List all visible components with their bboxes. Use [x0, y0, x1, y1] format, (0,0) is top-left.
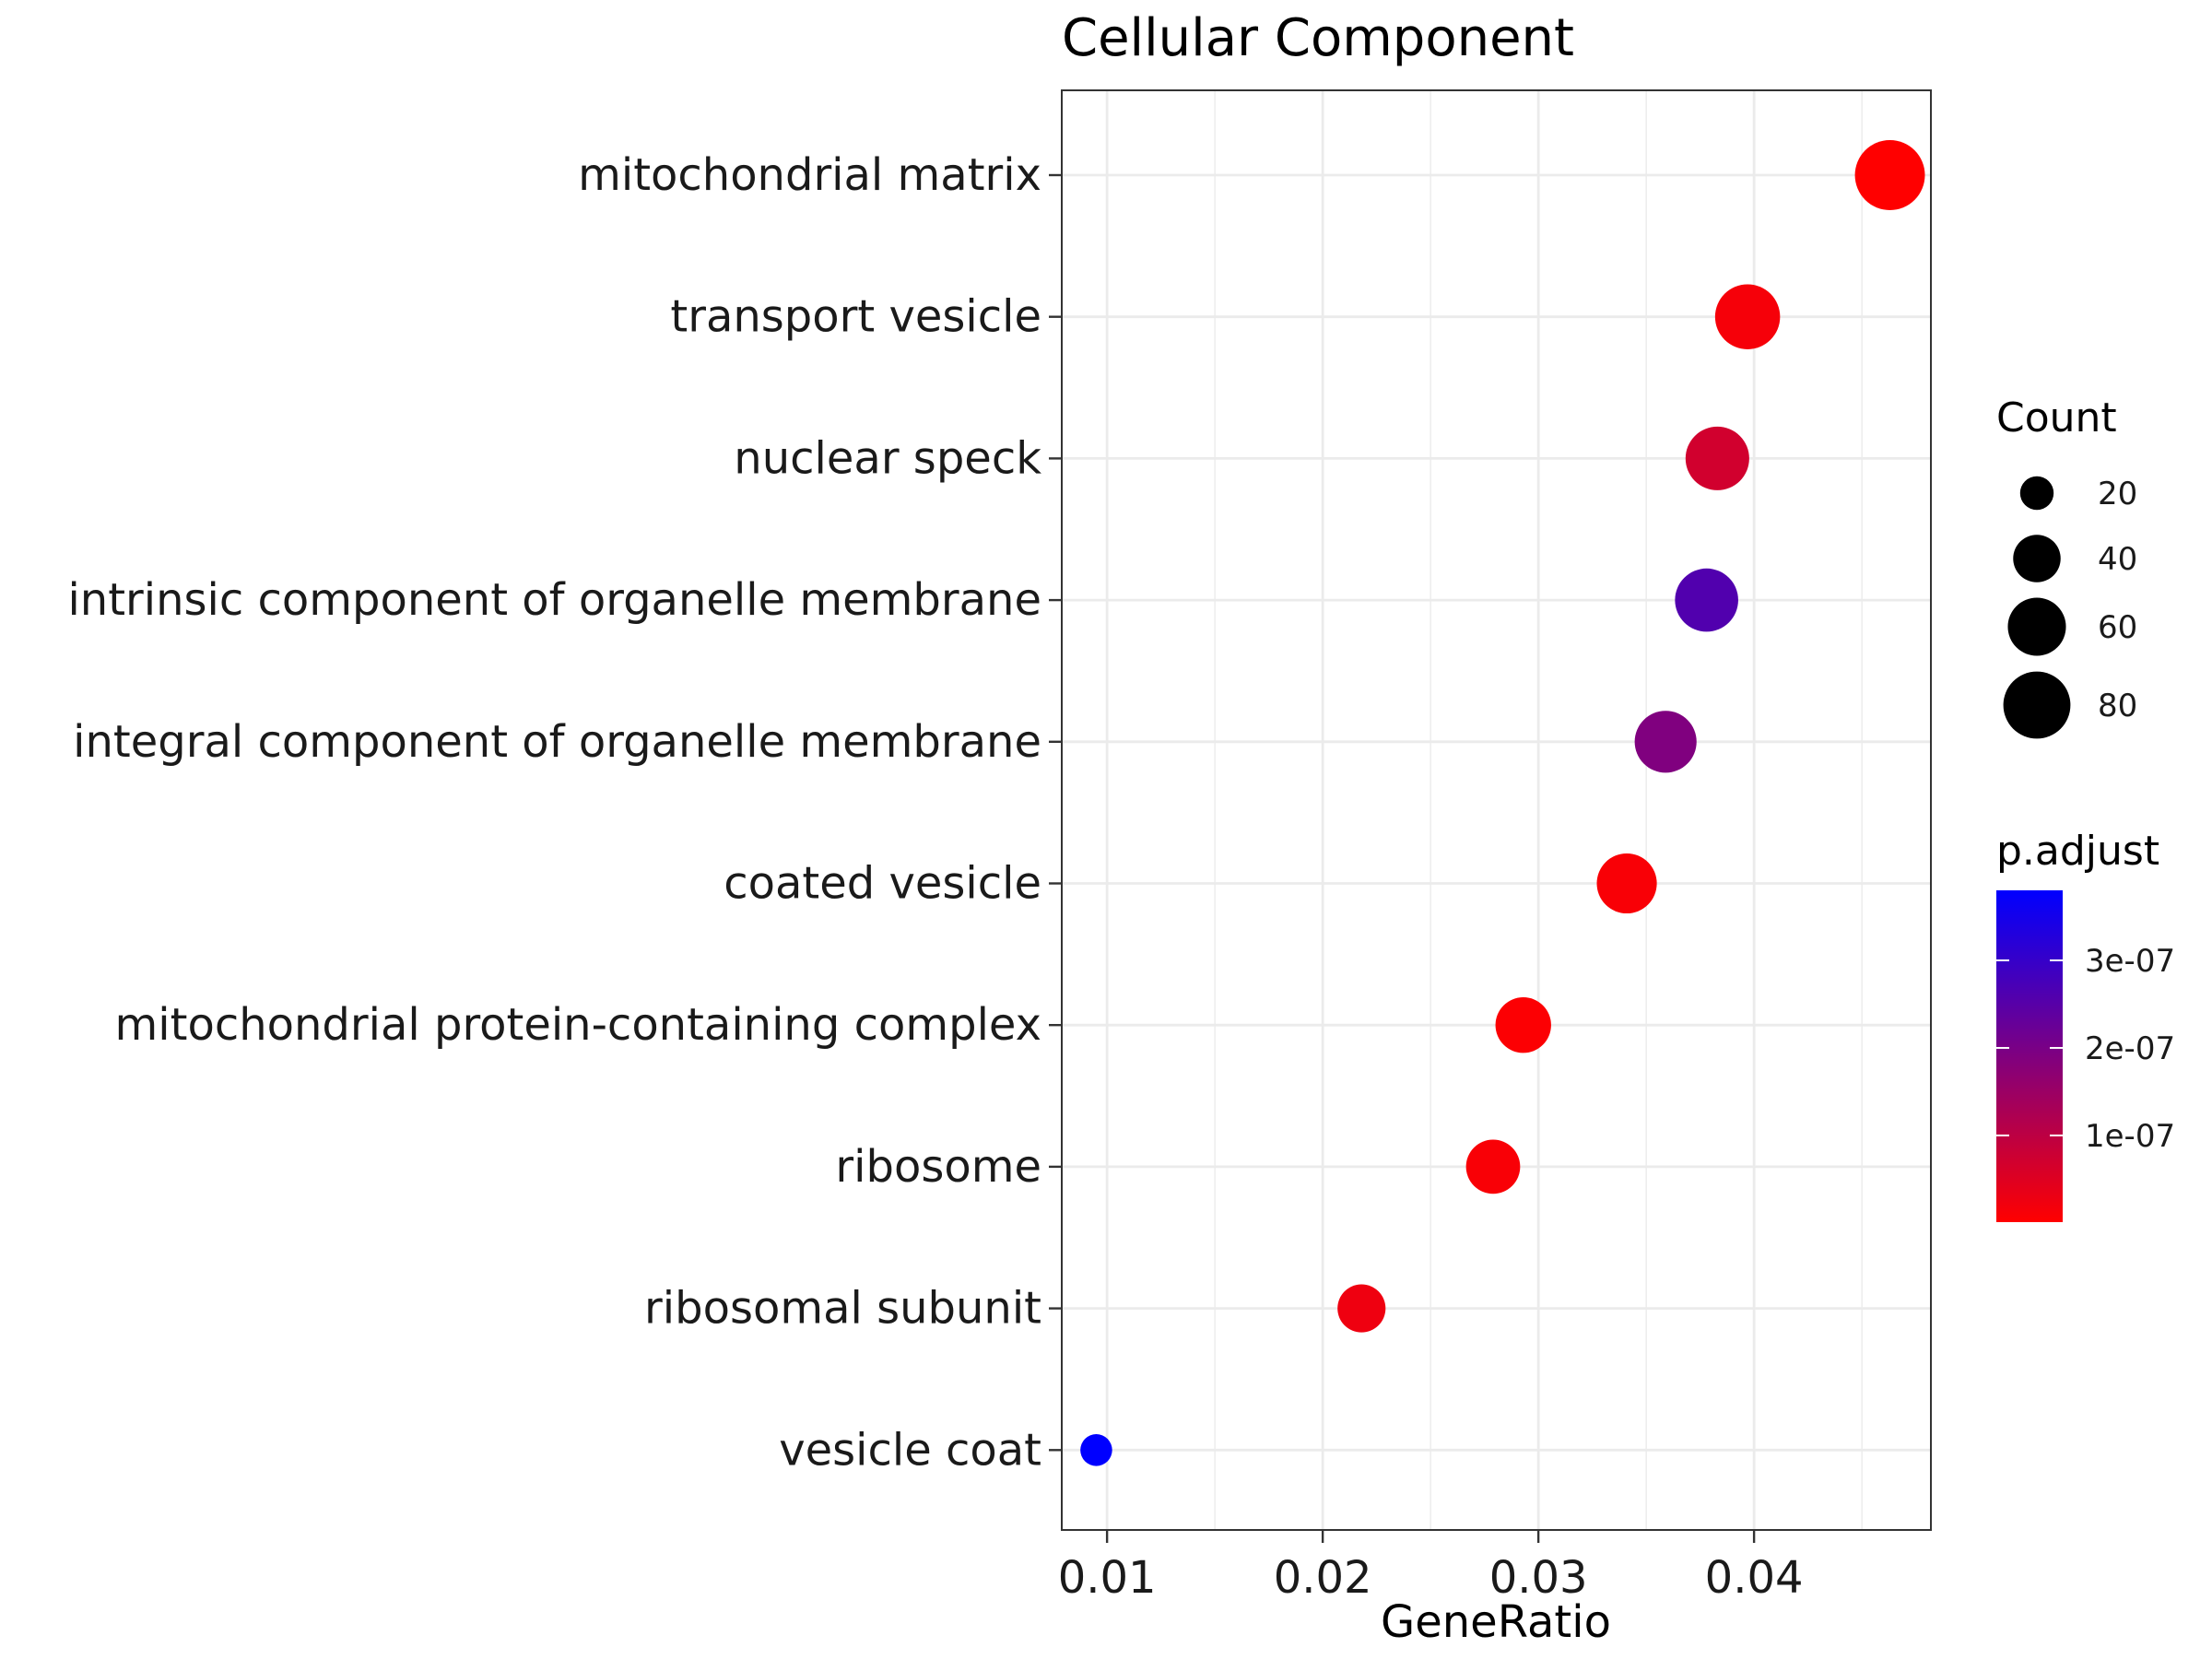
y-tick-label: ribosome	[835, 1141, 1041, 1193]
y-tick-label: vesicle coat	[779, 1424, 1041, 1476]
color-legend-label: 3e-07	[2085, 943, 2175, 980]
size-legend-label: 20	[2098, 476, 2137, 512]
data-point	[1080, 1434, 1112, 1466]
x-tick-label: 0.01	[1058, 1552, 1157, 1604]
data-point	[1634, 711, 1697, 773]
chart-title: Cellular Component	[1062, 8, 1574, 68]
color-legend-label: 1e-07	[2085, 1118, 2175, 1155]
size-legend-key	[2013, 535, 2061, 582]
color-legend-title: p.adjust	[1996, 828, 2159, 875]
y-axis: mitochondrial matrix transport vesicle nuc…	[67, 149, 1062, 1476]
color-legend: p.adjust 1e-07 2e-07 3e-07	[1996, 828, 2175, 1222]
size-legend-label: 80	[2098, 688, 2137, 724]
data-point	[1685, 426, 1749, 490]
color-legend-label: 2e-07	[2085, 1030, 2175, 1067]
data-points	[1080, 140, 1925, 1466]
x-tick-label: 0.02	[1274, 1552, 1372, 1604]
size-legend-title: Count	[1996, 394, 2117, 441]
x-axis: 0.01 0.02 0.03 0.04	[1058, 1530, 1804, 1604]
x-axis-title: GeneRatio	[1381, 1596, 1611, 1648]
data-point	[1675, 568, 1738, 632]
y-tick-label: nuclear speck	[734, 432, 1041, 484]
size-legend-label: 60	[2098, 609, 2137, 646]
y-tick-label: intrinsic component of organelle membran…	[67, 574, 1041, 626]
y-tick-label: transport vesicle	[670, 291, 1041, 343]
y-tick-label: mitochondrial matrix	[578, 149, 1041, 201]
plot-panel	[1062, 90, 1931, 1530]
size-legend-key	[2007, 597, 2066, 656]
size-legend-key	[2019, 476, 2054, 511]
x-tick-label: 0.03	[1489, 1552, 1588, 1604]
data-point	[1714, 284, 1781, 349]
color-bar	[1996, 890, 2063, 1222]
y-tick-label: mitochondrial protein-containing complex	[115, 999, 1041, 1051]
x-tick-label: 0.04	[1705, 1552, 1804, 1604]
data-point	[1465, 1139, 1521, 1194]
size-legend: Count 20 40 60 80	[1996, 394, 2137, 739]
data-point	[1337, 1284, 1386, 1333]
size-legend-key	[2003, 671, 2071, 739]
data-point	[1495, 997, 1551, 1053]
plot-panel-border	[1061, 89, 1932, 1531]
data-point	[1854, 140, 1925, 210]
data-point	[1596, 853, 1657, 914]
y-tick-label: coated vesicle	[724, 858, 1041, 910]
y-tick-label: integral component of organelle membrane	[73, 716, 1041, 768]
minor-gridlines	[1214, 90, 1863, 1530]
y-tick-label: ribosomal subunit	[644, 1283, 1041, 1335]
size-legend-label: 40	[2098, 541, 2137, 578]
